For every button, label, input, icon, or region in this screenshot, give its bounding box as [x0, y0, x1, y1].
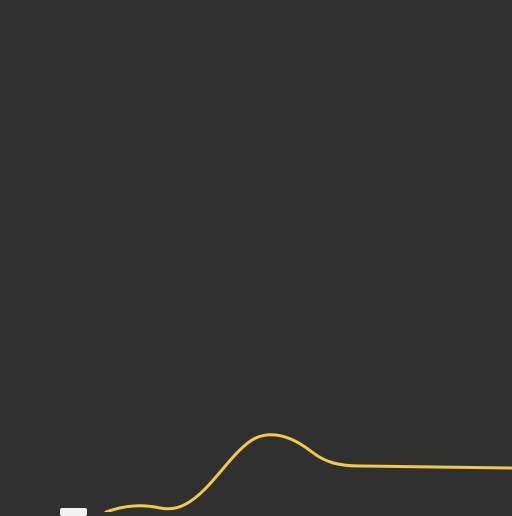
curve-edit-handle[interactable]: [60, 508, 87, 516]
curve-line[interactable]: [104, 433, 512, 512]
